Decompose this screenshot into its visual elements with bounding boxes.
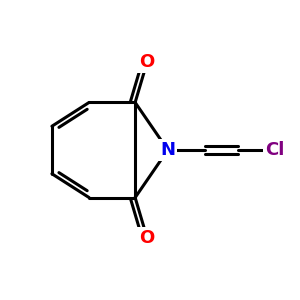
Text: O: O — [140, 53, 155, 71]
Text: N: N — [160, 141, 175, 159]
Text: Cl: Cl — [265, 141, 284, 159]
Text: O: O — [140, 229, 155, 247]
